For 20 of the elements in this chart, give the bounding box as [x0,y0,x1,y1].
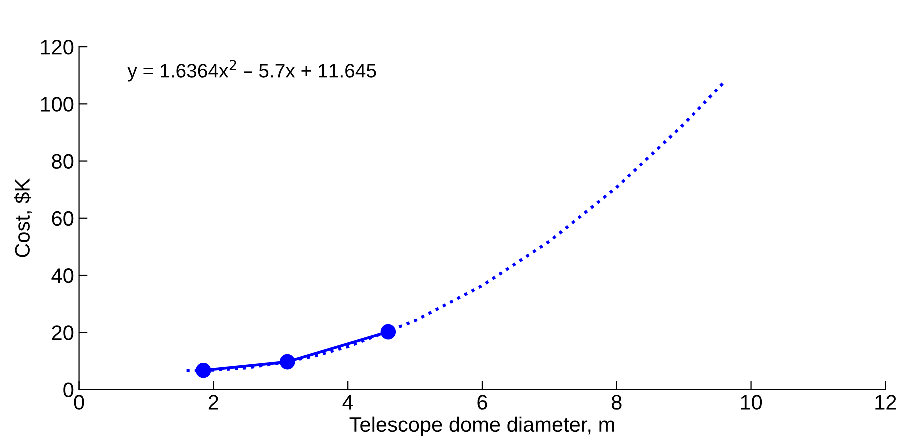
point [196,362,212,378]
x-tick-label: 2 [208,395,218,410]
x-axis-title: Telescope dome diameter, m [350,416,614,436]
point [280,354,296,370]
x-tick-label: 4 [342,395,354,410]
y-tick-label: 120 [41,40,74,55]
y-tick-label: 60 [52,211,74,226]
x-tick-label: 8 [612,395,622,410]
y-tick-label: 40 [52,268,74,284]
y-tick-label: 80 [52,154,74,170]
x-tick-label: 10 [741,395,762,410]
point [380,324,396,340]
y-tick-label: 100 [41,97,74,112]
x-tick-label: 6 [478,395,488,410]
x-tick-label: 0 [74,395,84,410]
y-tick-label: 20 [52,326,74,340]
y-axis-title: Cost, $K [14,178,32,258]
y-tick-label: 0 [64,382,74,398]
annotation: y = 1.6364x$^{2}$ – 5.7x + 11.645 [128,60,376,82]
x-tick-label: 12 [876,395,896,410]
